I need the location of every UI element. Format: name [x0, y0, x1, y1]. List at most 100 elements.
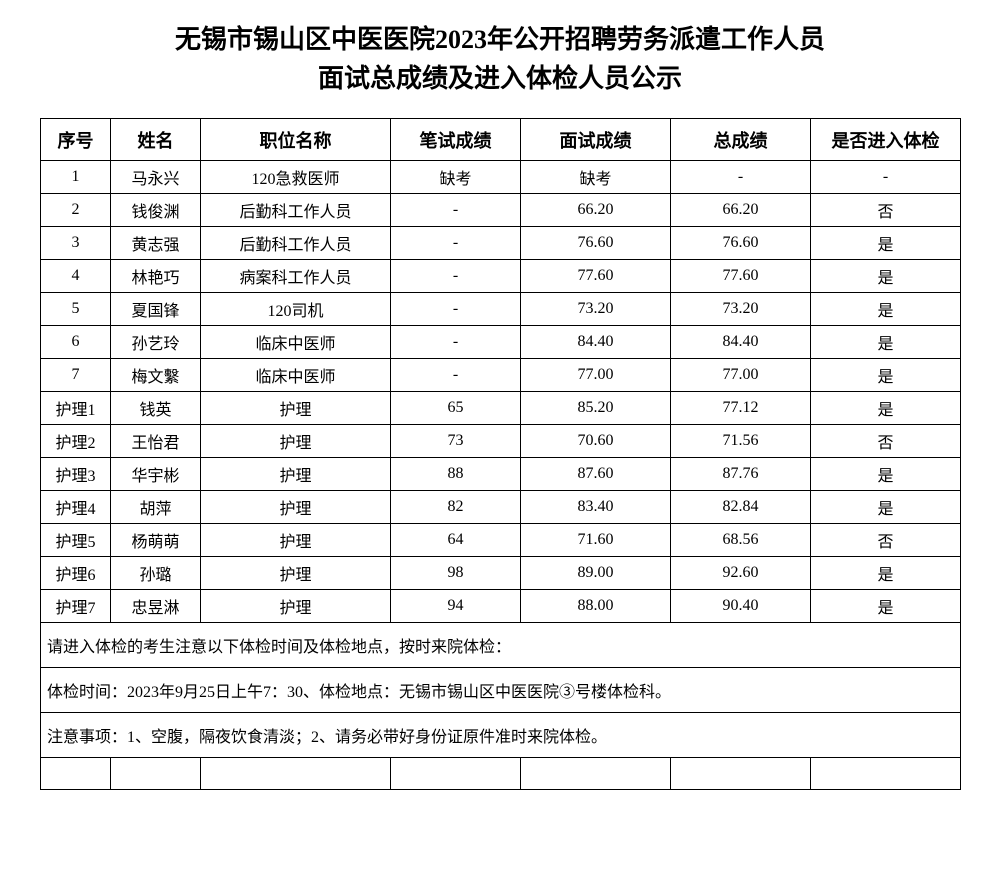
note-3: 注意事项：1、空腹，隔夜饮食清淡；2、请务必带好身份证原件准时来院体检。: [41, 713, 961, 758]
document-title: 无锡市锡山区中医医院2023年公开招聘劳务派遣工作人员 面试总成绩及进入体检人员…: [40, 20, 960, 98]
cell-name: 林艳巧: [111, 260, 201, 293]
cell-pass: 是: [811, 590, 961, 623]
cell-seq: 护理6: [41, 557, 111, 590]
table-row: 护理7忠昱淋护理9488.0090.40是: [41, 590, 961, 623]
cell-interview: 84.40: [521, 326, 671, 359]
note-row-2: 体检时间：2023年9月25日上午7：30、体检地点：无锡市锡山区中医医院③号楼…: [41, 668, 961, 713]
cell-interview: 88.00: [521, 590, 671, 623]
cell-written: -: [391, 194, 521, 227]
cell-seq: 1: [41, 161, 111, 194]
empty-cell: [41, 758, 111, 790]
cell-position: 护理: [201, 458, 391, 491]
cell-position: 护理: [201, 392, 391, 425]
cell-total: -: [671, 161, 811, 194]
cell-position: 护理: [201, 425, 391, 458]
cell-total: 77.60: [671, 260, 811, 293]
cell-interview: 66.20: [521, 194, 671, 227]
table-body: 1马永兴120急救医师缺考缺考--2钱俊渊后勤科工作人员-66.2066.20否…: [41, 161, 961, 623]
cell-position: 临床中医师: [201, 326, 391, 359]
cell-total: 84.40: [671, 326, 811, 359]
cell-written: -: [391, 326, 521, 359]
cell-pass: 是: [811, 227, 961, 260]
cell-seq: 护理7: [41, 590, 111, 623]
cell-pass: 否: [811, 524, 961, 557]
header-name: 姓名: [111, 119, 201, 161]
cell-seq: 6: [41, 326, 111, 359]
cell-name: 梅文繫: [111, 359, 201, 392]
header-pass: 是否进入体检: [811, 119, 961, 161]
table-row: 护理6孙璐护理9889.0092.60是: [41, 557, 961, 590]
cell-interview: 缺考: [521, 161, 671, 194]
cell-written: 94: [391, 590, 521, 623]
cell-written: 73: [391, 425, 521, 458]
cell-name: 马永兴: [111, 161, 201, 194]
table-row: 4林艳巧病案科工作人员-77.6077.60是: [41, 260, 961, 293]
cell-pass: 是: [811, 359, 961, 392]
table-row: 7梅文繫临床中医师-77.0077.00是: [41, 359, 961, 392]
cell-position: 护理: [201, 524, 391, 557]
cell-pass: 是: [811, 491, 961, 524]
cell-total: 73.20: [671, 293, 811, 326]
table-header-row: 序号 姓名 职位名称 笔试成绩 面试成绩 总成绩 是否进入体检: [41, 119, 961, 161]
cell-seq: 3: [41, 227, 111, 260]
table-row: 3黄志强后勤科工作人员-76.6076.60是: [41, 227, 961, 260]
empty-cell: [201, 758, 391, 790]
cell-position: 护理: [201, 557, 391, 590]
cell-name: 钱俊渊: [111, 194, 201, 227]
table-row: 6孙艺玲临床中医师-84.4084.40是: [41, 326, 961, 359]
cell-total: 82.84: [671, 491, 811, 524]
cell-seq: 护理2: [41, 425, 111, 458]
cell-seq: 护理3: [41, 458, 111, 491]
cell-pass: 否: [811, 425, 961, 458]
empty-cell: [391, 758, 521, 790]
table-row: 5夏国锋120司机-73.2073.20是: [41, 293, 961, 326]
cell-interview: 73.20: [521, 293, 671, 326]
empty-cell: [811, 758, 961, 790]
cell-written: 88: [391, 458, 521, 491]
cell-position: 后勤科工作人员: [201, 194, 391, 227]
cell-position: 护理: [201, 491, 391, 524]
cell-total: 68.56: [671, 524, 811, 557]
cell-pass: 是: [811, 458, 961, 491]
cell-written: 82: [391, 491, 521, 524]
table-row: 护理5杨萌萌护理6471.6068.56否: [41, 524, 961, 557]
table-row: 1马永兴120急救医师缺考缺考--: [41, 161, 961, 194]
header-interview: 面试成绩: [521, 119, 671, 161]
note-row-3: 注意事项：1、空腹，隔夜饮食清淡；2、请务必带好身份证原件准时来院体检。: [41, 713, 961, 758]
cell-interview: 77.00: [521, 359, 671, 392]
cell-interview: 76.60: [521, 227, 671, 260]
note-row-1: 请进入体检的考生注意以下体检时间及体检地点，按时来院体检：: [41, 623, 961, 668]
cell-total: 77.00: [671, 359, 811, 392]
cell-interview: 87.60: [521, 458, 671, 491]
cell-pass: 是: [811, 260, 961, 293]
cell-name: 华宇彬: [111, 458, 201, 491]
header-written: 笔试成绩: [391, 119, 521, 161]
cell-pass: 是: [811, 293, 961, 326]
table-row: 护理4胡萍护理8283.4082.84是: [41, 491, 961, 524]
empty-row: [41, 758, 961, 790]
cell-written: -: [391, 260, 521, 293]
cell-name: 孙艺玲: [111, 326, 201, 359]
table-row: 护理2王怡君护理7370.6071.56否: [41, 425, 961, 458]
cell-written: 65: [391, 392, 521, 425]
title-line-1: 无锡市锡山区中医医院2023年公开招聘劳务派遣工作人员: [175, 25, 825, 54]
cell-written: -: [391, 227, 521, 260]
cell-position: 病案科工作人员: [201, 260, 391, 293]
cell-interview: 85.20: [521, 392, 671, 425]
cell-written: 64: [391, 524, 521, 557]
cell-name: 黄志强: [111, 227, 201, 260]
cell-position: 护理: [201, 590, 391, 623]
empty-cell: [111, 758, 201, 790]
cell-written: 98: [391, 557, 521, 590]
cell-seq: 护理5: [41, 524, 111, 557]
cell-pass: 否: [811, 194, 961, 227]
cell-written: -: [391, 293, 521, 326]
cell-pass: 是: [811, 557, 961, 590]
cell-total: 87.76: [671, 458, 811, 491]
note-1: 请进入体检的考生注意以下体检时间及体检地点，按时来院体检：: [41, 623, 961, 668]
cell-seq: 护理4: [41, 491, 111, 524]
note-2: 体检时间：2023年9月25日上午7：30、体检地点：无锡市锡山区中医医院③号楼…: [41, 668, 961, 713]
cell-name: 钱英: [111, 392, 201, 425]
cell-total: 90.40: [671, 590, 811, 623]
cell-position: 120急救医师: [201, 161, 391, 194]
